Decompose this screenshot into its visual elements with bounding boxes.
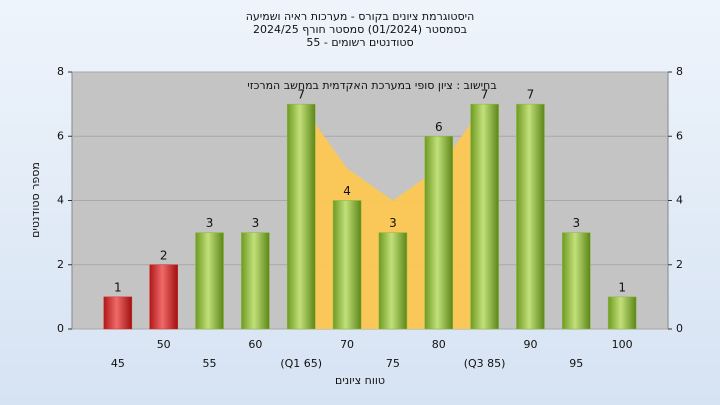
x-tick-label: 70: [340, 338, 354, 351]
value-label: 3: [206, 216, 214, 230]
bar: [241, 232, 270, 330]
bar: [195, 232, 224, 330]
value-label: 1: [618, 280, 626, 294]
value-label: 4: [343, 184, 351, 198]
value-label: 1: [114, 280, 122, 294]
value-label: 7: [481, 88, 489, 102]
x-tick-label: 55: [203, 357, 217, 370]
x-tick-label: 80: [432, 338, 446, 351]
y2-tick-label: 8: [676, 65, 683, 78]
annotation: בחישוב : ציון סופי במערכת האקדמית במחשב …: [247, 79, 496, 92]
bar: [332, 200, 362, 330]
bar: [516, 103, 545, 330]
value-label: 6: [435, 120, 443, 134]
value-label: 2: [160, 248, 168, 262]
bar: [607, 296, 637, 330]
x-tick-label: 45: [111, 357, 125, 370]
x-tick-label: 75: [386, 357, 400, 370]
x-tick-label: (Q1 65): [280, 357, 322, 370]
y-tick-label: 2: [57, 258, 64, 271]
y2-tick-label: 2: [676, 258, 683, 271]
y2-tick-label: 4: [676, 194, 683, 207]
x-tick-label: 90: [523, 338, 537, 351]
bar: [562, 232, 591, 330]
chart-title: היסטוגרמת ציונים בקורס - מערכות ראיה ושמ…: [246, 10, 475, 23]
value-label: 3: [389, 216, 397, 230]
x-tick-label: 95: [569, 357, 583, 370]
x-tick-label: 50: [157, 338, 171, 351]
bar: [424, 136, 454, 330]
value-label: 7: [297, 88, 305, 102]
y-tick-label: 6: [57, 129, 64, 142]
y-tick-label: 4: [57, 194, 64, 207]
y-tick-label: 0: [57, 322, 64, 335]
x-axis-label: טווח ציונים: [335, 374, 385, 387]
value-label: 7: [527, 88, 535, 102]
bar: [470, 103, 499, 330]
y-axis-label: מספר סטודנטים: [29, 162, 42, 238]
y-tick-label: 8: [57, 65, 64, 78]
y2-tick-label: 0: [676, 322, 683, 335]
x-tick-label: 100: [612, 338, 633, 351]
bar: [286, 103, 316, 330]
value-label: 3: [252, 216, 260, 230]
x-tick-label: 60: [248, 338, 262, 351]
value-label: 3: [572, 216, 580, 230]
chart-subtitle: בסמסטר (01/2024) סמסטר חורף 2024/25: [253, 23, 467, 36]
bar: [149, 264, 178, 330]
chart-subtitle: 55 - סטודנטים רשומים: [306, 36, 413, 49]
bar: [103, 296, 133, 330]
x-tick-label: (Q3 85): [464, 357, 506, 370]
bar: [378, 232, 408, 330]
y2-tick-label: 6: [676, 129, 683, 142]
